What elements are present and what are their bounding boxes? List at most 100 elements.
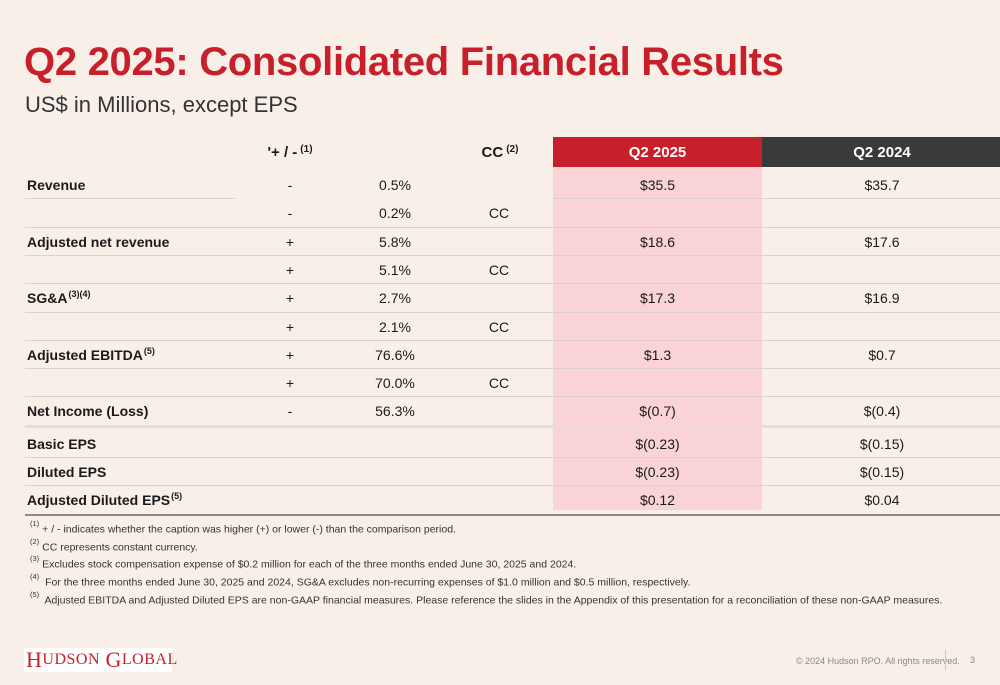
row-q2-2024-value-text: $0.04 (864, 492, 900, 509)
cc-header-label: CC (481, 143, 504, 161)
row-label-text: Net Income (Loss) (27, 403, 149, 420)
logo-lobal: LOBAL (121, 651, 178, 668)
row-change-sign: + (280, 369, 300, 397)
row-q2-2025-value (553, 313, 762, 341)
row-change-percent: 0.2% (360, 199, 430, 227)
row-q2-2024-value: $0.04 (762, 486, 1000, 514)
row-label-note: (5) (143, 345, 155, 356)
row-cc-marker (485, 341, 513, 369)
row-change-sign: + (280, 256, 300, 284)
table-row: Adjusted Diluted EPS (5) $0.12 $0.04 (25, 486, 1000, 514)
row-divider (25, 424, 1000, 428)
row-change-sign: - (280, 199, 300, 227)
row-change-percent-text: 5.8% (379, 233, 411, 250)
table-row: Diluted EPS $(0.23) $(0.15) (25, 458, 1000, 486)
footnote-text: + / - indicates whether the caption was … (42, 523, 456, 536)
row-q2-2025-value (553, 199, 762, 227)
hudson-global-logo: H UDSON G LOBAL (24, 647, 177, 672)
row-q2-2025-value-text: $(0.7) (639, 403, 676, 420)
table-row: - 0.2% CC (25, 199, 1000, 227)
row-change-percent-text: 2.7% (379, 290, 411, 307)
row-label: Diluted EPS (27, 458, 107, 486)
row-change-sign: - (280, 397, 300, 425)
row-q2-2025-value: $0.12 (553, 486, 762, 514)
row-change-percent: 2.7% (360, 284, 430, 312)
row-change-percent: 0.5% (360, 171, 430, 199)
row-q2-2025-value (553, 256, 762, 284)
footnotes: (1) + / - indicates whether the caption w… (30, 519, 980, 608)
row-q2-2025-value-text: $(0.23) (635, 435, 680, 452)
footnote: (2) CC represents constant currency. (30, 537, 980, 555)
row-change-sign: + (280, 228, 300, 256)
page-title: Q2 2025: Consolidated Financial Results (24, 40, 784, 84)
row-q2-2024-value: $35.7 (762, 171, 1000, 199)
row-q2-2025-value-text: $18.6 (639, 233, 676, 250)
row-q2-2025-value-text: $(0.23) (635, 464, 680, 480)
row-divider (25, 311, 1000, 313)
row-change-sign: - (280, 171, 300, 199)
table-bottom-rule (25, 513, 1000, 516)
footnote-text: Adjusted EBITDA and Adjusted Diluted EPS… (42, 594, 943, 607)
change-header-label: '+ / - (267, 143, 298, 161)
row-change-percent-text: 0.5% (379, 177, 411, 193)
table-row: SG&A (3)(4) +2.7% $17.3 $16.9 (25, 284, 1000, 312)
row-divider (25, 283, 1000, 285)
row-label-note: (5) (171, 491, 183, 502)
row-label: Basic EPS (27, 430, 97, 458)
page-subtitle: US$ in Millions, except EPS (25, 92, 298, 117)
row-divider (25, 254, 1000, 256)
row-change-sign-text: + (285, 290, 295, 307)
row-q2-2024-value (762, 313, 1000, 341)
row-change-percent: 5.1% (360, 256, 430, 284)
row-cc-marker-text: CC (488, 375, 510, 392)
row-q2-2025-value-text: $17.3 (639, 290, 676, 307)
row-change-sign: + (280, 313, 300, 341)
row-q2-2025-value: $(0.7) (553, 397, 762, 425)
row-cc-marker: CC (485, 256, 513, 284)
row-label-note: (3)(4) (68, 289, 91, 300)
row-change-percent (360, 430, 430, 458)
table-row: Adjusted EBITDA (5) +76.6% $1.3 $0.7 (25, 341, 1000, 369)
row-divider (553, 198, 1000, 200)
footnote-text: Excludes stock compensation expense of $… (42, 558, 577, 571)
row-divider (25, 198, 235, 200)
row-change-sign (280, 430, 300, 458)
row-label-text: Adjusted Diluted EPS (27, 492, 171, 509)
row-change-percent: 2.1% (360, 313, 430, 341)
row-divider (25, 485, 1000, 487)
row-q2-2024-value: $(0.15) (762, 430, 1000, 458)
row-cc-marker: CC (485, 199, 513, 227)
footnote: (3) Excludes stock compensation expense o… (30, 554, 980, 572)
row-cc-marker (485, 397, 513, 425)
row-q2-2024-value-text: $17.6 (864, 233, 900, 250)
footnote: (5) Adjusted EBITDA and Adjusted Diluted… (30, 590, 980, 608)
row-cc-marker: CC (485, 313, 513, 341)
row-label: Adjusted EBITDA (5) (27, 341, 155, 369)
row-change-percent-text: 5.1% (379, 261, 411, 278)
page-number: 3 (970, 655, 976, 665)
row-q2-2024-value-text: $35.7 (864, 177, 900, 193)
row-label (27, 256, 28, 284)
row-q2-2025-value-text: $1.3 (643, 346, 672, 363)
row-change-percent: 70.0% (360, 369, 430, 397)
row-cc-marker (485, 171, 513, 199)
row-q2-2024-value: $(0.15) (762, 458, 1000, 486)
row-label-text: Adjusted net revenue (27, 233, 170, 250)
row-q2-2025-value: $17.3 (553, 284, 762, 312)
row-cc-marker-text: CC (488, 205, 510, 222)
row-change-sign (280, 486, 300, 514)
footnote: (1) + / - indicates whether the caption w… (30, 519, 980, 537)
copyright-notice: © 2024 Hudson RPO. All rights reserved. (796, 656, 960, 666)
change-column-header: '+ / - (1) (235, 137, 345, 167)
table-row: +2.1% CC (25, 313, 1000, 341)
logo-udson: UDSON (42, 651, 101, 668)
row-label-text: Diluted EPS (27, 464, 107, 480)
row-q2-2024-value-text: $16.9 (864, 290, 900, 307)
row-q2-2024-value (762, 199, 1000, 227)
row-label-text: Adjusted EBITDA (27, 346, 143, 363)
footnote-mark: (5) (30, 589, 40, 599)
row-change-sign-text: + (285, 318, 295, 335)
row-q2-2025-value: $35.5 (553, 171, 762, 199)
row-cc-marker (485, 430, 513, 458)
table-row: Adjusted net revenue +5.8% $18.6 $17.6 (25, 228, 1000, 256)
